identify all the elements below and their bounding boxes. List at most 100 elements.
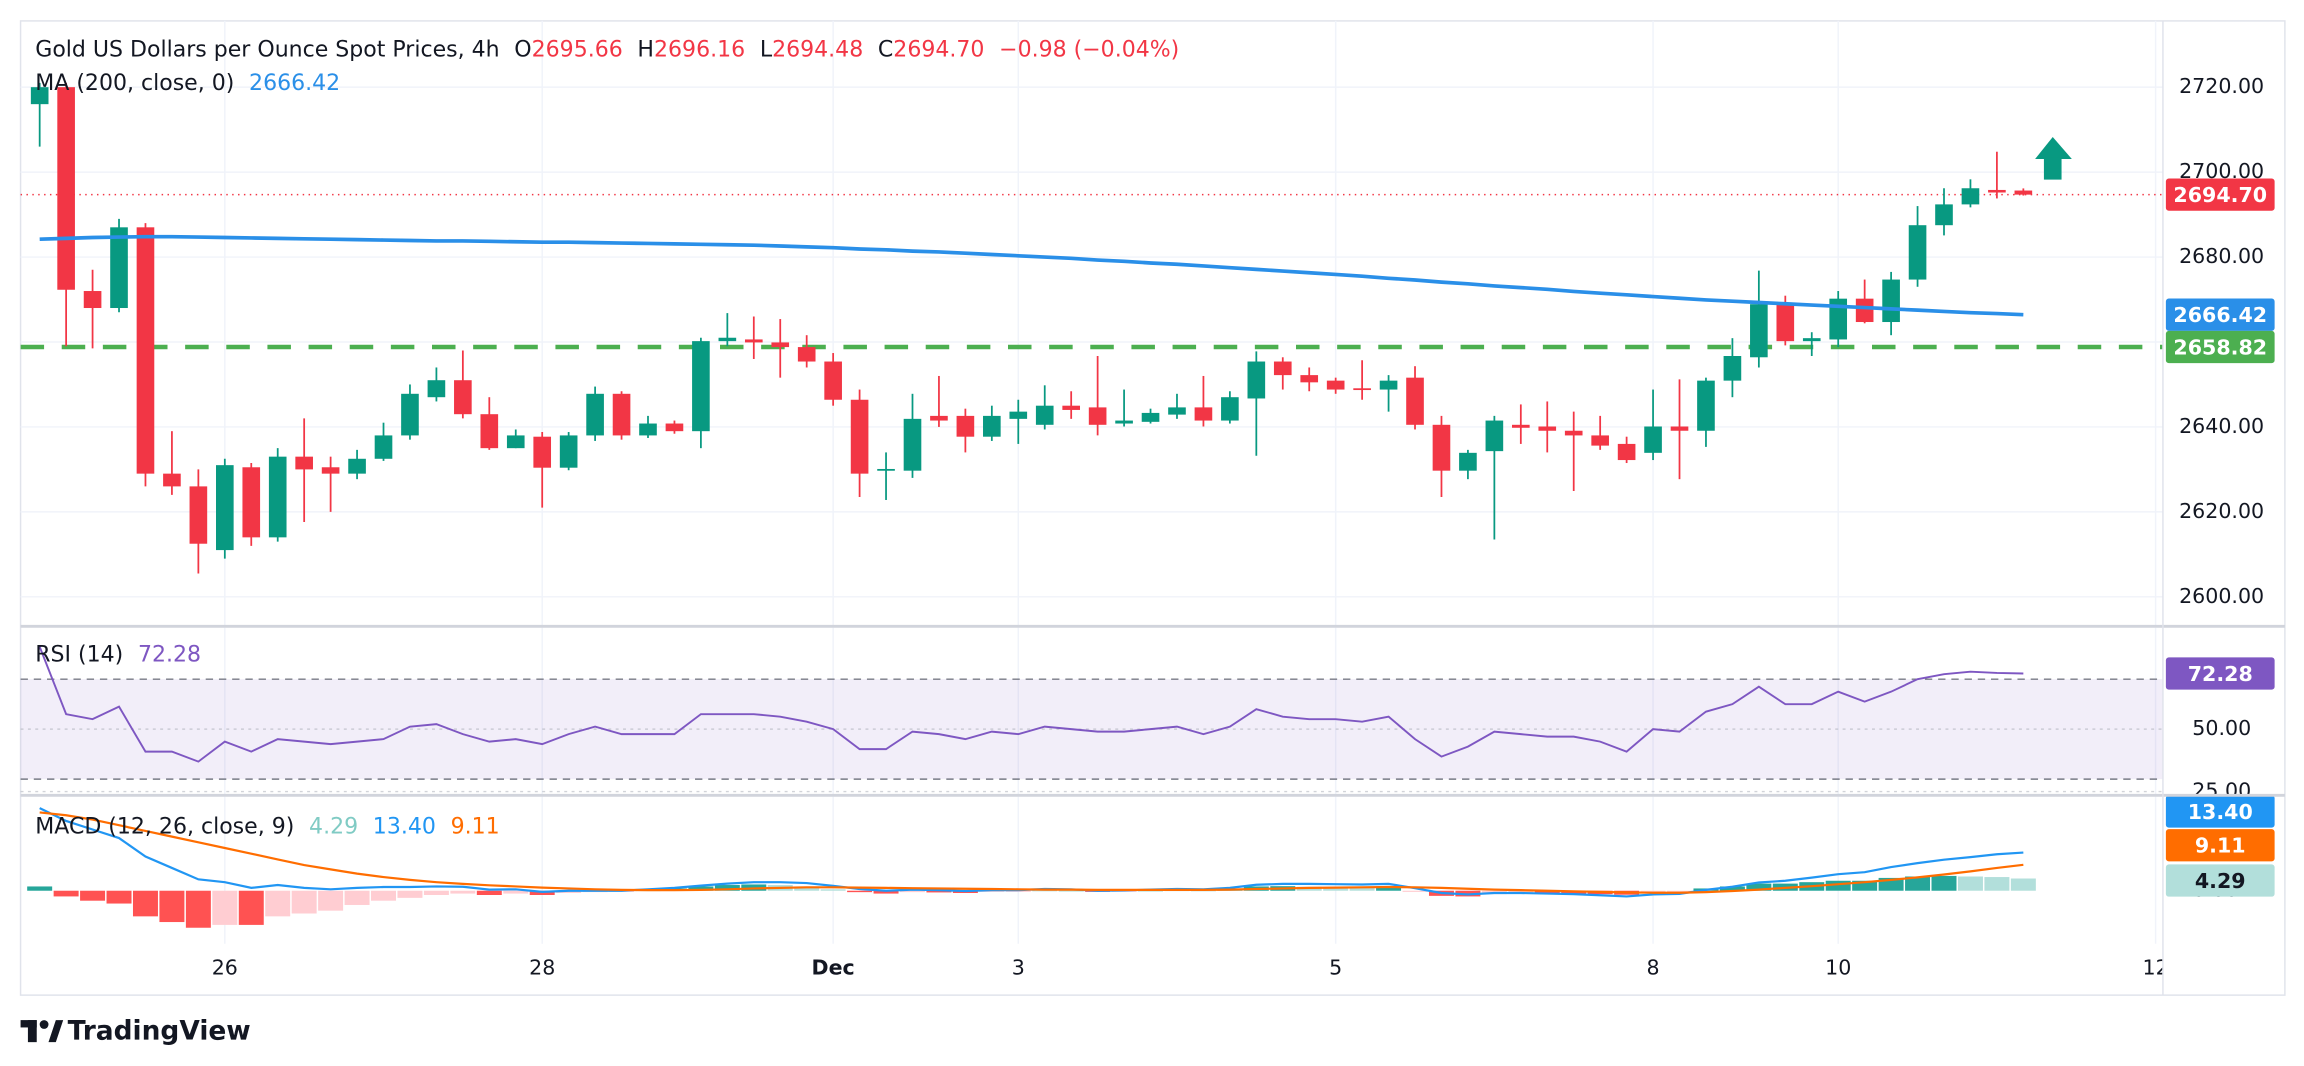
candle-body bbox=[586, 393, 604, 436]
candle-body bbox=[1432, 424, 1451, 471]
macd-hist-bar bbox=[688, 886, 714, 891]
macd-hist-bar bbox=[318, 890, 344, 911]
x-tick-label: 26 bbox=[212, 956, 238, 980]
candle-body bbox=[824, 361, 842, 400]
macd-hist-bar bbox=[847, 890, 873, 893]
macd-hist-bar bbox=[979, 890, 1005, 892]
x-tick-label: 28 bbox=[529, 956, 555, 980]
macd-name: MACD (12, 26, close, 9) bbox=[35, 815, 294, 840]
candle-body bbox=[1564, 430, 1583, 436]
candle-body bbox=[57, 87, 75, 290]
macd-hist-bar bbox=[450, 890, 476, 894]
candle-body bbox=[797, 347, 816, 362]
candle-body bbox=[1459, 452, 1477, 471]
macd-hist-bar bbox=[1640, 890, 1666, 893]
ma-tag: 2666.42 bbox=[2173, 303, 2267, 327]
candle-body bbox=[1485, 420, 1504, 452]
candle-body bbox=[956, 415, 975, 437]
ohlc-prefix: C bbox=[878, 37, 893, 62]
macd-hist-bar bbox=[873, 890, 899, 894]
rsi-value: 72.28 bbox=[138, 643, 201, 668]
macd-hist-bar bbox=[423, 890, 449, 895]
candle-body bbox=[321, 467, 340, 474]
x-tick-label: 5 bbox=[1329, 956, 1342, 980]
ohlc-value: 2696.16 bbox=[654, 37, 745, 62]
macd-hist-bar bbox=[820, 889, 846, 891]
signal-tag-bg bbox=[2165, 829, 2275, 862]
candle-body bbox=[903, 418, 922, 471]
macd-hist-bar bbox=[1719, 886, 1745, 891]
last-price-tag: 2694.70 bbox=[2173, 183, 2267, 207]
y-tick-label: 2680.00 bbox=[2179, 244, 2264, 268]
candle-body bbox=[242, 467, 261, 538]
macd-hist-bar bbox=[185, 890, 211, 928]
ma-legend: MA (200, close, 0) 2666.42 bbox=[35, 71, 340, 96]
logo-part bbox=[48, 1020, 64, 1043]
candle-body bbox=[559, 435, 578, 468]
candle-body bbox=[692, 341, 710, 432]
ohlc-value: 2694.70 bbox=[893, 37, 984, 62]
macd-hist-bar bbox=[371, 890, 396, 901]
candle-body bbox=[1379, 380, 1398, 390]
last-price-tag-bg bbox=[2165, 178, 2275, 211]
macd-hist-bar bbox=[503, 890, 529, 894]
rsi-band bbox=[20, 679, 2163, 780]
plot-layer bbox=[20, 82, 2163, 928]
macd-hist-bar bbox=[1349, 887, 1375, 891]
macd-hist-bar bbox=[1376, 887, 1402, 891]
macd-hist-bar bbox=[1138, 890, 1164, 892]
macd-hist-bar bbox=[1746, 883, 1772, 891]
chart-title: Gold US Dollars per Ounce Spot Prices, 4… bbox=[35, 37, 499, 62]
candle-body bbox=[189, 486, 208, 544]
chart-frame bbox=[19, 20, 2286, 996]
rsi-tag-bg bbox=[2165, 657, 2275, 690]
candle-body bbox=[1908, 225, 1927, 280]
macd-tag: 13.40 bbox=[2188, 800, 2253, 824]
ohlc-prefix: H bbox=[637, 37, 654, 62]
candle-body bbox=[1406, 377, 1424, 425]
candle-body bbox=[1141, 412, 1160, 422]
y-tick-label: 2600.00 bbox=[2179, 584, 2264, 608]
candle-body bbox=[374, 435, 393, 459]
macd-hist-bar bbox=[1852, 880, 1878, 891]
support-tag-bg bbox=[2165, 330, 2275, 364]
header-legend: Gold US Dollars per Ounce Spot Prices, 4… bbox=[35, 37, 1179, 62]
logo-part bbox=[39, 1020, 49, 1029]
candle-body bbox=[454, 380, 472, 415]
macd-hist-bar bbox=[1534, 890, 1560, 894]
macd-hist-bar bbox=[1058, 890, 1084, 892]
macd-hist-bar bbox=[106, 890, 132, 904]
macd-hist-bar bbox=[132, 890, 158, 917]
macd-hist-bar bbox=[80, 890, 106, 901]
candle-body bbox=[1697, 380, 1715, 431]
macd-hist-bar bbox=[794, 886, 820, 891]
brand: TradingView bbox=[20, 1015, 251, 1046]
layers: 2628Dec35810122600.002620.002640.002660.… bbox=[20, 20, 2275, 980]
x-tick-label: 8 bbox=[1647, 956, 1660, 980]
macd-hist-bar bbox=[265, 890, 291, 917]
candle-body bbox=[2014, 190, 2033, 195]
macd-hist-bar bbox=[1032, 890, 1058, 892]
candle-body bbox=[1247, 361, 1266, 399]
candle-body bbox=[348, 458, 366, 474]
candle-body bbox=[480, 414, 499, 449]
candle-body bbox=[401, 393, 419, 436]
candle-body bbox=[1062, 405, 1080, 410]
macd-hist-bar bbox=[291, 890, 317, 914]
macd-hist-bar bbox=[53, 890, 79, 897]
ohlc-value: 2694.48 bbox=[772, 37, 863, 62]
support-tag: 2658.82 bbox=[2173, 335, 2267, 359]
candle-body bbox=[1750, 304, 1768, 358]
arrow-head bbox=[2035, 137, 2072, 160]
signal-tag: 9.11 bbox=[2195, 834, 2246, 858]
macd-hist-bar bbox=[27, 886, 53, 891]
hist-tag: 4.29 bbox=[2195, 869, 2246, 893]
macd-hist-bar bbox=[2010, 878, 2036, 891]
macd-hist-bar bbox=[344, 890, 370, 905]
candle-body bbox=[1829, 298, 1848, 340]
macd-hist-bar bbox=[714, 885, 740, 891]
candle-body bbox=[930, 415, 948, 421]
ma-line bbox=[39, 234, 2024, 317]
candle-body bbox=[665, 423, 684, 432]
up-arrow bbox=[2035, 137, 2072, 180]
